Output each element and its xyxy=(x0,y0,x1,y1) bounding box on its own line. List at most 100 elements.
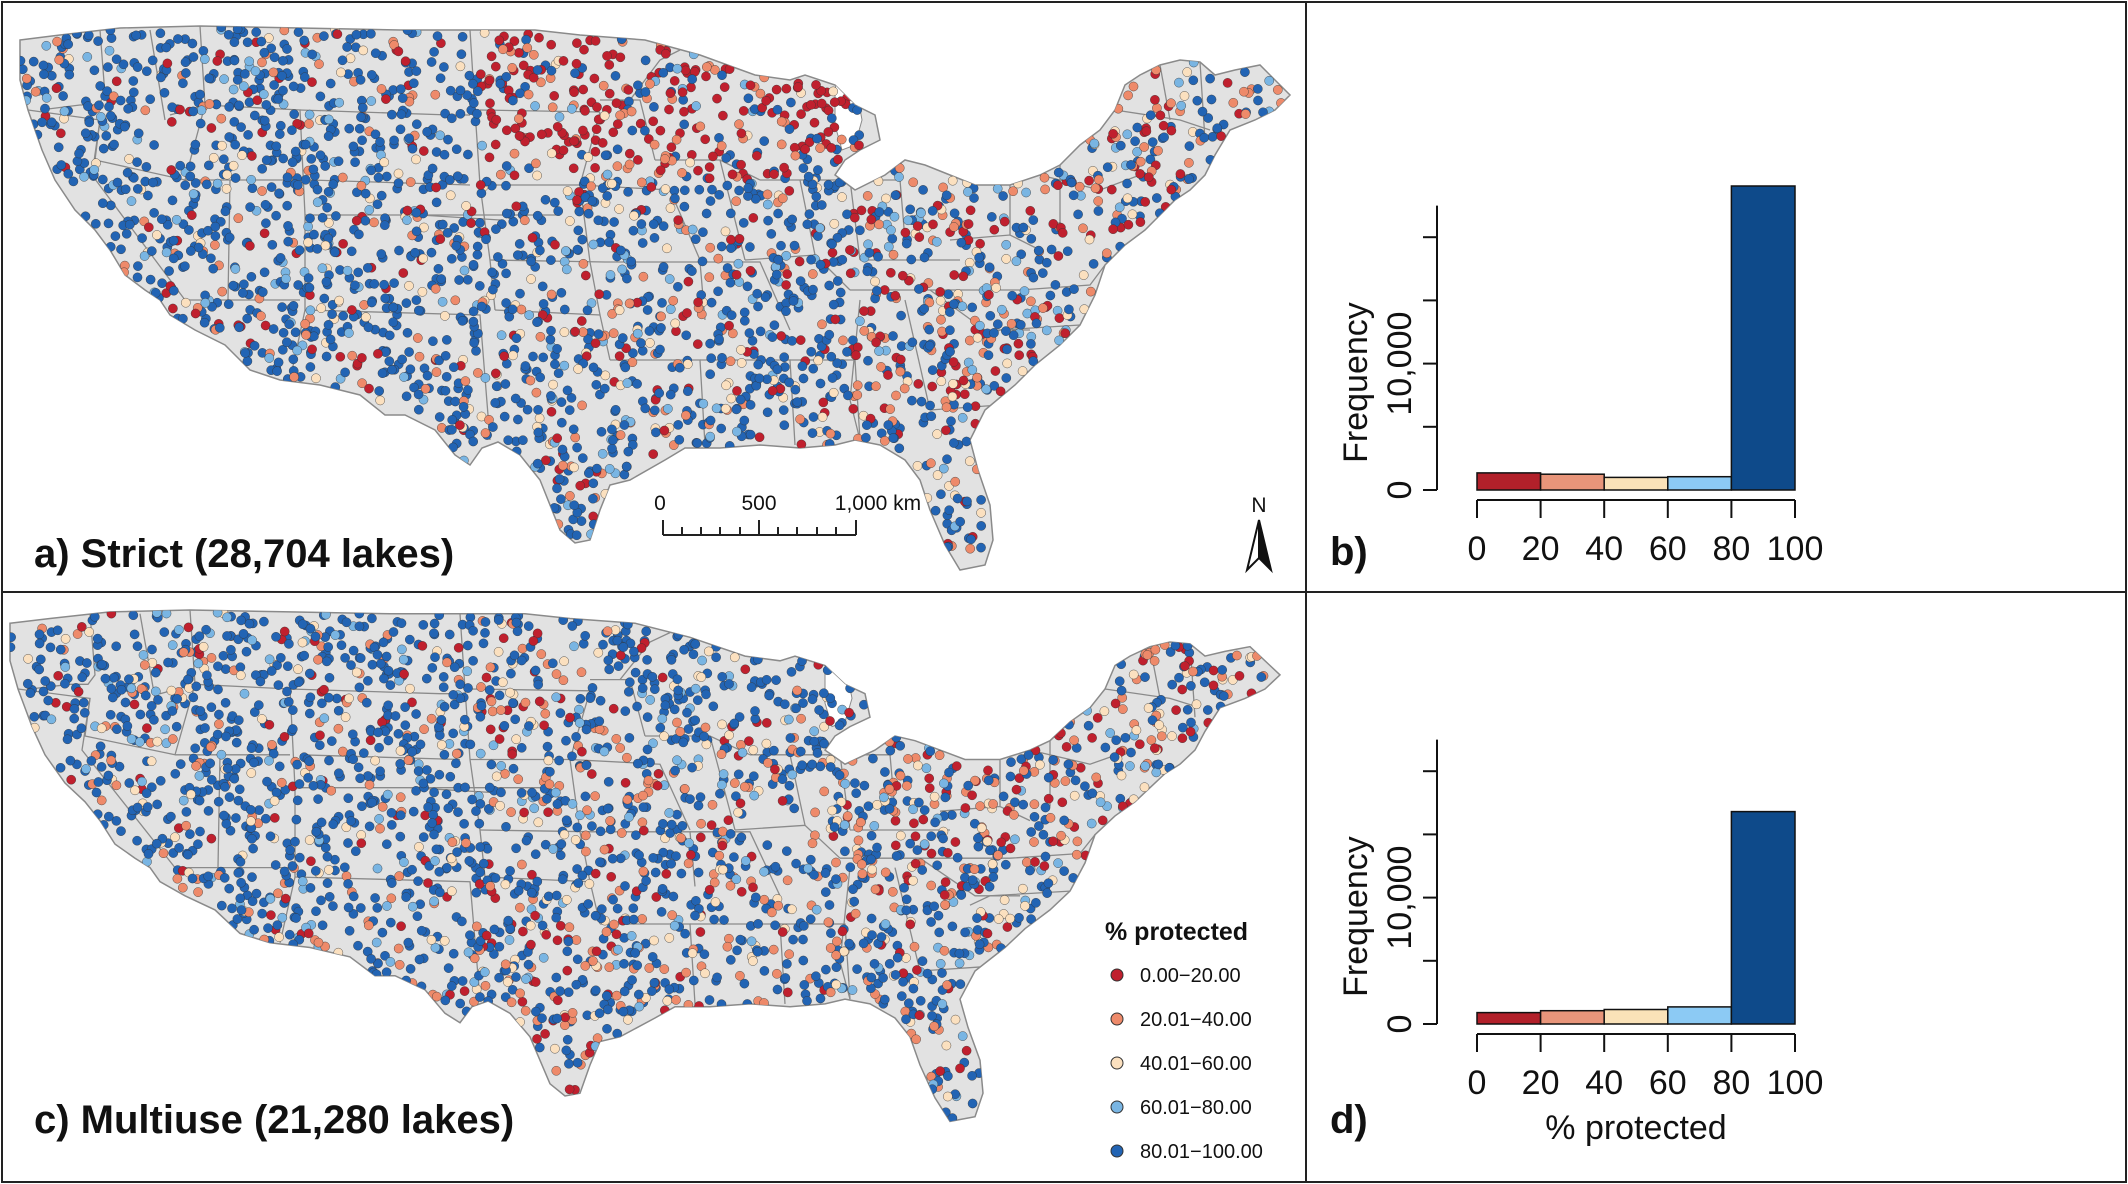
lake-point xyxy=(821,964,831,975)
lake-point xyxy=(776,331,787,341)
lake-point xyxy=(206,253,216,264)
lake-point xyxy=(383,700,394,711)
lake-point xyxy=(195,118,206,129)
lake-point xyxy=(379,157,390,167)
lake-point xyxy=(726,243,736,253)
lake-point xyxy=(244,56,254,67)
lake-point xyxy=(1069,284,1079,294)
lake-point xyxy=(400,56,411,67)
lake-point xyxy=(679,645,689,655)
lake-point xyxy=(466,218,476,228)
lake-point xyxy=(38,686,49,697)
lake-point xyxy=(600,383,610,394)
lake-point xyxy=(347,350,358,361)
lake-point xyxy=(109,139,119,150)
lake-point xyxy=(287,705,298,715)
lake-point xyxy=(1079,304,1090,315)
lake-point xyxy=(1126,747,1136,758)
lake-point xyxy=(1013,178,1023,189)
lake-point xyxy=(706,820,717,830)
lake-point xyxy=(781,250,792,261)
lake-point xyxy=(1118,801,1128,812)
lake-point xyxy=(389,278,399,288)
lake-point xyxy=(552,799,563,809)
lake-point xyxy=(615,110,625,121)
lake-point xyxy=(366,70,377,80)
lake-point xyxy=(523,621,534,631)
lake-point xyxy=(727,169,738,180)
lake-point xyxy=(816,98,827,109)
lake-point xyxy=(496,330,507,341)
lake-point xyxy=(731,874,742,885)
lake-point xyxy=(617,264,628,275)
lake-point xyxy=(948,357,959,367)
lake-point xyxy=(282,172,293,183)
lake-point xyxy=(530,910,540,921)
lake-point xyxy=(603,1004,613,1015)
lake-point xyxy=(269,52,280,63)
lake-point xyxy=(745,242,755,252)
lake-point xyxy=(736,159,746,170)
lake-point xyxy=(564,405,575,415)
lake-point xyxy=(395,746,406,756)
lake-point xyxy=(510,393,521,404)
lake-point xyxy=(204,73,214,84)
lake-point xyxy=(733,769,744,780)
lake-point xyxy=(251,888,262,899)
lake-point xyxy=(56,128,66,139)
lake-point xyxy=(532,1034,542,1044)
lake-point xyxy=(311,906,321,917)
lake-point xyxy=(605,824,616,835)
lake-point xyxy=(827,373,838,383)
lake-point xyxy=(736,344,746,355)
lake-point xyxy=(548,379,558,390)
lake-point xyxy=(618,1006,629,1017)
lake-point xyxy=(494,941,505,952)
lake-point xyxy=(105,26,116,35)
lake-point xyxy=(615,430,626,440)
lake-point xyxy=(168,285,179,296)
lake-point xyxy=(680,185,690,196)
lake-point xyxy=(241,646,252,657)
lake-point xyxy=(988,799,998,809)
lake-point xyxy=(1155,110,1166,121)
lake-point xyxy=(448,442,458,453)
lake-point xyxy=(552,433,563,444)
lake-point xyxy=(404,347,414,357)
lake-point xyxy=(614,351,625,361)
lake-point xyxy=(293,664,303,675)
lake-point xyxy=(1232,650,1242,661)
lake-point xyxy=(1166,98,1176,108)
lake-point xyxy=(141,66,152,76)
lake-point xyxy=(156,214,167,224)
lake-point xyxy=(1123,90,1133,101)
lake-point xyxy=(896,830,906,841)
lake-point xyxy=(205,742,216,752)
lake-point xyxy=(671,134,682,145)
lake-point xyxy=(497,258,508,269)
lake-point xyxy=(339,862,350,873)
lake-point xyxy=(322,878,333,888)
lake-point xyxy=(277,302,287,312)
lake-point xyxy=(415,739,426,750)
lake-point xyxy=(485,662,496,673)
lake-point xyxy=(885,745,896,756)
lake-point xyxy=(935,287,946,297)
lake-point xyxy=(168,303,178,314)
lake-point xyxy=(572,954,583,965)
lake-point xyxy=(1009,810,1019,820)
lake-point xyxy=(431,844,442,855)
lake-point xyxy=(112,177,123,188)
lake-point xyxy=(212,178,223,189)
lake-point xyxy=(39,69,49,80)
lake-point xyxy=(736,358,747,368)
lake-point xyxy=(402,215,412,225)
lake-point xyxy=(384,330,395,341)
lake-point xyxy=(30,86,41,97)
lake-point xyxy=(426,57,437,67)
lake-point xyxy=(546,255,556,265)
lake-point xyxy=(526,274,536,284)
lake-point xyxy=(580,631,591,641)
lake-point xyxy=(247,872,257,882)
lake-point xyxy=(672,717,682,728)
